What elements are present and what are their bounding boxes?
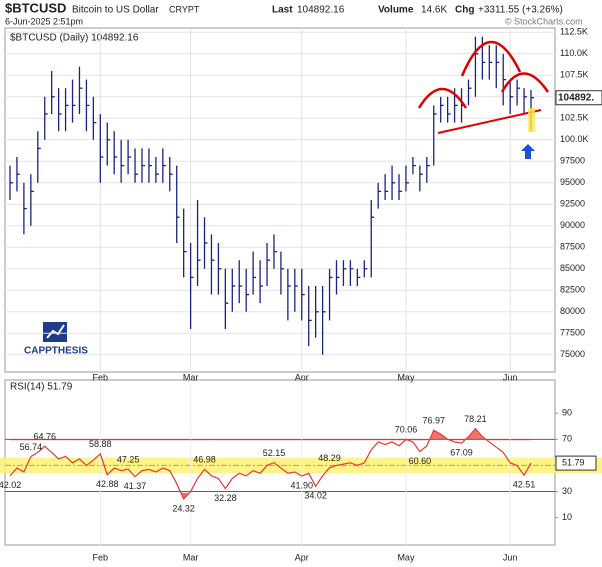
last: 104892.16 [297,5,345,16]
price-bars [9,36,534,355]
x-tick-label: Apr [295,552,309,562]
x-tick-label: May [397,552,415,562]
rsi-legend: RSI(14) 51.79 [10,382,73,393]
y-tick-label: 90 [562,408,572,418]
exchange: CRYPT [169,4,200,14]
y-tick-label: 77500 [560,328,585,338]
logo-line [46,324,65,339]
data-label: 58.88 [89,439,112,449]
y-tick-label: 82500 [560,285,585,295]
x-tick-label: Mar [183,372,199,382]
y-tick-label: 107.5K [560,70,589,80]
date: 6-Jun-2025 2:51pm [5,16,83,26]
logo-text: CAPPTHESIS [24,346,88,357]
y-tick-label: 112.5K [560,27,588,37]
symbol: $BTCUSD [5,0,66,15]
annotations [417,40,550,134]
overbought-fill [10,428,531,441]
data-label: 34.02 [304,491,327,501]
data-label: 42.02 [0,480,21,490]
data-label: 56.74 [20,442,43,452]
head [460,40,522,77]
chg: +3311.55 (+3.26%) [478,5,563,16]
y-tick-label: 90000 [560,220,585,230]
chg-label: Chg [455,5,474,16]
rsi-badge-box [555,455,597,471]
y-tick-label: 95000 [560,177,585,187]
volume: 14.6K [421,5,447,16]
y-tick-label: 100.0K [560,134,589,144]
left-shoulder [417,87,468,109]
volume-label: Volume [378,5,414,16]
x-tick-label: May [397,372,415,382]
neckline [437,109,542,134]
data-label: 60.60 [409,456,432,466]
price-frame [4,27,556,373]
y-tick-label: 30 [562,486,572,496]
y-tick-label: 102.5K [560,113,589,123]
y-tick-label: 80000 [560,306,585,316]
price-legend: $BTCUSD (Daily) 104892.16 [10,33,139,44]
data-label: 47.25 [117,454,140,464]
y-tick-label: 97500 [560,156,585,166]
x-tick-label: Apr [295,372,309,382]
data-label: 46.98 [193,455,216,465]
x-tick-label: Mar [183,552,199,562]
data-label: 42.51 [513,480,536,490]
data-label: 48.29 [318,453,341,463]
right-shoulder [500,72,550,93]
x-tick-label: Feb [93,552,109,562]
data-label: 42.88 [96,479,119,489]
copyright: © StockCharts.com [505,16,583,26]
y-tick-label: 10 [562,512,572,522]
y-tick-label: 85000 [560,263,585,273]
y-tick-label: 110.0K [560,48,588,58]
price-badge: 104892. [558,92,594,103]
y-tick-label: 92500 [560,199,585,209]
rsi-line [9,427,532,500]
rsi-badge: 51.79 [562,457,585,467]
arrow [521,144,535,159]
price-badge-box [555,90,602,106]
data-label: 41.37 [124,481,147,491]
data-label: 24.32 [172,503,195,513]
last-label: Last [272,5,293,16]
data-label: 76.97 [422,416,445,426]
data-label: 67.09 [450,448,473,458]
name: Bitcoin to US Dollar [72,5,159,16]
x-tick-label: Jun [503,372,518,382]
data-label: 70.06 [395,425,418,435]
data-label: 64.76 [33,432,56,442]
highlight-box [528,108,535,132]
logo: CAPPTHESIS [24,322,88,357]
data-label: 52.15 [263,448,286,458]
x-tick-label: Jun [503,552,518,562]
y-tick-label: 75000 [560,349,585,359]
data-label: 78.21 [464,414,487,424]
data-label: 41.90 [290,480,313,490]
data-label: 32.28 [214,493,237,503]
y-tick-label: 87500 [560,242,585,252]
y-tick-label: 70 [562,434,572,444]
x-tick-label: Feb [93,372,109,382]
